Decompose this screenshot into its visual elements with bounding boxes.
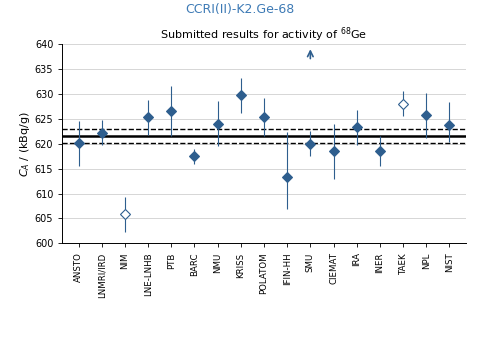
Text: CCRI(II)-K2.Ge-68: CCRI(II)-K2.Ge-68 [185, 3, 295, 16]
Y-axis label: $C_A$ / (kBq/g): $C_A$ / (kBq/g) [18, 111, 32, 177]
Title: Submitted results for activity of $^{68}$Ge: Submitted results for activity of $^{68}… [160, 25, 368, 44]
